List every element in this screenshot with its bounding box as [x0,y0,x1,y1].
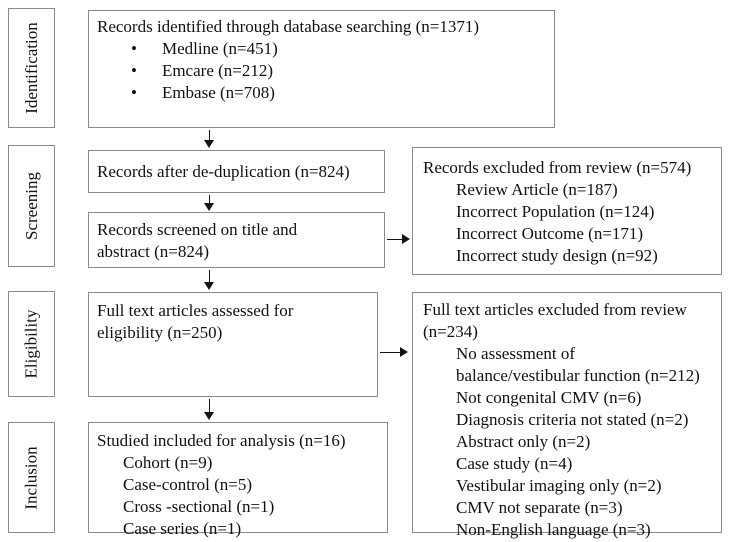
database-embase-row: Embase (n=708) [97,82,546,104]
box-records-identified: Records identified through database sear… [88,10,555,128]
arrow-down-icon [204,399,215,420]
stage-label-eligibility: Eligibility [8,291,55,397]
studies-included-title: Studied included for analysis (n=16) [97,431,346,450]
box-fulltext-assessed: Full text articles assessed for eligibil… [88,292,378,397]
stage-label-screening: Screening [8,145,55,267]
excluded-reason-cmv-not-separate: CMV not separate (n=3) [456,498,623,517]
included-item-cross-sectional: Cross -sectional (n=1) [123,497,275,516]
excluded-reason-review-article: Review Article (n=187) [456,180,618,199]
excluded-reason-incorrect-population: Incorrect Population (n=124) [456,202,655,221]
excluded-reason-incorrect-outcome: Incorrect Outcome (n=171) [456,224,644,243]
records-deduplicated-title: Records after de-duplication (n=824) [97,161,350,181]
stage-label-identification: Identification [8,8,55,128]
box-records-screened: Records screened on title and abstract (… [88,212,385,268]
arrow-down-icon [204,270,215,290]
stage-label-inclusion-text: Inclusion [21,445,41,510]
excluded-reason-abstract-only: Abstract only (n=2) [456,432,591,451]
records-identified-title: Records identified through database sear… [97,17,480,36]
box-records-deduplicated: Records after de-duplication (n=824) [88,150,385,193]
box-excluded-fulltext: Full text articles excluded from review … [412,292,722,539]
excluded-reason-case-study: Case study (n=4) [456,454,573,473]
stage-label-eligibility-text: Eligibility [21,309,41,379]
excluded-reason-vestibular-imaging: Vestibular imaging only (n=2) [456,476,662,495]
database-medline-row: Medline (n=451) [97,38,546,60]
included-item-case-series: Case series (n=1) [123,519,242,538]
excluded-reason-diagnosis-criteria: Diagnosis criteria not stated (n=2) [456,410,689,429]
records-screened-title: Records screened on title and abstract (… [97,220,298,261]
excluded-reason-no-assessment: No assessment of balance/vestibular func… [456,344,700,385]
included-item-case-control: Case-control (n=5) [123,475,253,494]
arrow-down-icon [204,195,215,211]
excluded-fulltext-title: Full text articles excluded from review … [423,300,687,341]
excluded-screening-title: Records excluded from review (n=574) [423,158,692,177]
excluded-reason-incorrect-design: Incorrect study design (n=92) [456,246,658,265]
arrow-right-icon [387,234,410,245]
arrow-down-icon [204,130,215,148]
bullet-icon [131,38,137,60]
database-embase: Embase (n=708) [161,83,275,102]
database-medline: Medline (n=451) [161,39,278,58]
box-excluded-screening: Records excluded from review (n=574) Rev… [412,147,722,275]
bullet-icon [131,82,137,104]
box-studies-included: Studied included for analysis (n=16) Coh… [88,422,388,538]
stage-label-screening-text: Screening [21,172,41,240]
bullet-icon [131,60,137,82]
stage-label-identification-text: Identification [21,22,41,114]
included-item-cohort: Cohort (n=9) [123,453,213,472]
excluded-reason-not-congenital-cmv: Not congenital CMV (n=6) [456,388,642,407]
stage-label-inclusion: Inclusion [8,422,55,533]
fulltext-assessed-title: Full text articles assessed for eligibil… [97,301,294,342]
arrow-right-icon [380,347,408,358]
excluded-reason-non-english: Non-English language (n=3) [456,520,651,539]
database-emcare: Emcare (n=212) [161,61,274,80]
database-emcare-row: Emcare (n=212) [97,60,546,82]
